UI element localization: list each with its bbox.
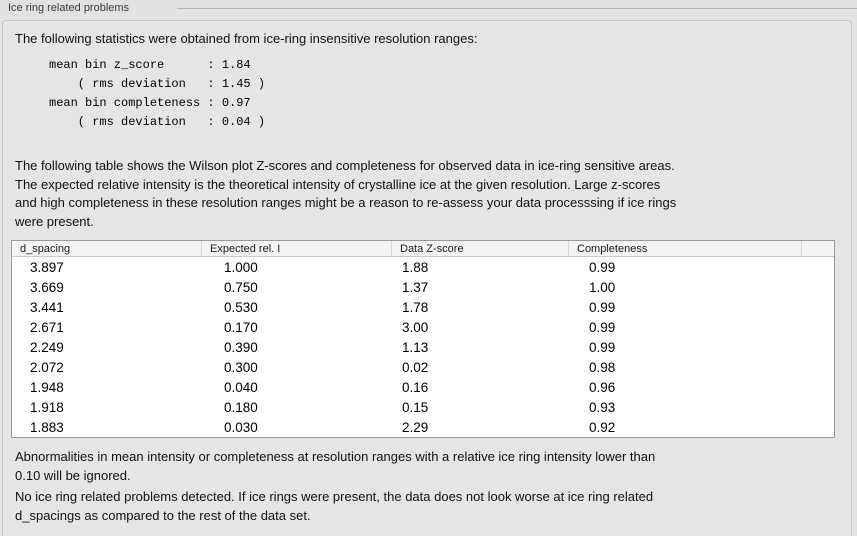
table-row[interactable]: 2.249 0.390 1.13 0.99: [12, 337, 834, 357]
table-cell: 3.897: [12, 257, 202, 277]
table-row[interactable]: 2.072 0.300 0.02 0.98: [12, 357, 834, 377]
table-cell: 3.669: [12, 277, 202, 297]
table-row[interactable]: 3.441 0.530 1.78 0.99: [12, 297, 834, 317]
table-cell: 1.948: [12, 377, 202, 397]
table-cell: 0.99: [569, 337, 802, 357]
column-header-completeness[interactable]: Completeness: [569, 241, 802, 257]
ice-ring-panel: The following statistics were obtained f…: [2, 20, 852, 536]
table-cell-empty: [802, 337, 834, 357]
conclusion-text: No ice ring related problems detected. I…: [15, 489, 654, 523]
column-header-data-z-score[interactable]: Data Z-score: [392, 241, 569, 257]
table-cell: 0.180: [202, 397, 392, 417]
table-cell: 2.29: [392, 417, 569, 437]
stats-block: mean bin z_score : 1.84 ( rms deviation …: [49, 58, 266, 129]
table-row[interactable]: 1.883 0.030 2.29 0.92: [12, 417, 834, 437]
table-cell-empty: [802, 357, 834, 377]
table-cell-empty: [802, 297, 834, 317]
table-cell-empty: [802, 377, 834, 397]
table-cell: 1.37: [392, 277, 569, 297]
table-cell: 0.92: [569, 417, 802, 437]
ice-ring-table: d_spacing Expected rel. I Data Z-score C…: [11, 240, 835, 438]
table-cell: 0.99: [569, 317, 802, 337]
table-cell-empty: [802, 277, 834, 297]
table-cell: 0.02: [392, 357, 569, 377]
table-cell: 0.96: [569, 377, 802, 397]
column-header-empty: [802, 241, 834, 257]
ignore-note-text: Abnormalities in mean intensity or compl…: [15, 449, 656, 483]
table-cell: 0.16: [392, 377, 569, 397]
table-cell: 0.99: [569, 297, 802, 317]
table-cell: 0.040: [202, 377, 392, 397]
table-cell: 0.300: [202, 357, 392, 377]
table-cell-empty: [802, 257, 834, 277]
table-cell: 0.030: [202, 417, 392, 437]
ice-ring-table-body: 3.897 1.000 1.88 0.99 3.669 0.750 1.37 1.00 3.44…: [12, 257, 834, 437]
table-cell: 0.99: [569, 257, 802, 277]
table-row[interactable]: 3.897 1.000 1.88 0.99: [12, 257, 834, 277]
table-header-row: d_spacing Expected rel. I Data Z-score C…: [12, 241, 834, 257]
table-cell: 1.88: [392, 257, 569, 277]
table-cell-empty: [802, 317, 834, 337]
table-cell: 1.918: [12, 397, 202, 417]
table-cell: 1.000: [202, 257, 392, 277]
groupbox-title: Ice ring related problems: [8, 2, 130, 14]
table-cell: 0.530: [202, 297, 392, 317]
table-cell: 0.93: [569, 397, 802, 417]
table-cell: 3.441: [12, 297, 202, 317]
table-cell-empty: [802, 417, 834, 437]
groupbox-divider-line: [177, 8, 857, 9]
table-description-text: The following table shows the Wilson plo…: [15, 158, 677, 229]
table-cell: 1.13: [392, 337, 569, 357]
table-cell: 0.750: [202, 277, 392, 297]
table-cell: 0.98: [569, 357, 802, 377]
table-row[interactable]: 3.669 0.750 1.37 1.00: [12, 277, 834, 297]
table-cell: 2.671: [12, 317, 202, 337]
table-cell: 0.15: [392, 397, 569, 417]
column-header-d-spacing[interactable]: d_spacing: [12, 241, 202, 257]
table-cell: 2.072: [12, 357, 202, 377]
table-cell-empty: [802, 397, 834, 417]
table-cell: 0.390: [202, 337, 392, 357]
table-row[interactable]: 2.671 0.170 3.00 0.99: [12, 317, 834, 337]
table-row[interactable]: 1.948 0.040 0.16 0.96: [12, 377, 834, 397]
table-cell: 0.170: [202, 317, 392, 337]
table-cell: 1.78: [392, 297, 569, 317]
table-row[interactable]: 1.918 0.180 0.15 0.93: [12, 397, 834, 417]
table-cell: 1.00: [569, 277, 802, 297]
intro-text: The following statistics were obtained f…: [15, 31, 478, 46]
column-header-expected-rel-i[interactable]: Expected rel. I: [202, 241, 392, 257]
table-cell: 2.249: [12, 337, 202, 357]
table-cell: 3.00: [392, 317, 569, 337]
table-cell: 1.883: [12, 417, 202, 437]
